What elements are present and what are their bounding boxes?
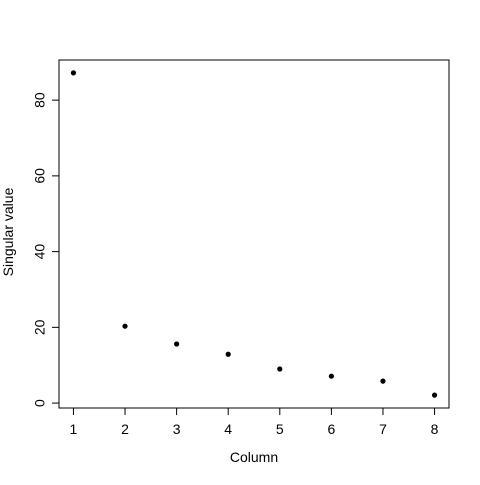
y-tick-label: 0	[32, 399, 48, 407]
x-tick-label: 2	[121, 421, 129, 437]
y-tick-label: 60	[32, 168, 48, 184]
data-point	[328, 373, 334, 379]
x-axis-title: Column	[230, 449, 278, 465]
data-point	[70, 70, 77, 76]
x-tick-label: 1	[70, 421, 78, 437]
data-point	[225, 351, 231, 357]
y-tick-label: 40	[32, 244, 48, 260]
data-point	[380, 378, 386, 384]
y-axis-title: Singular value	[0, 187, 16, 276]
x-tick-label: 7	[379, 421, 387, 437]
x-tick-label: 5	[276, 421, 284, 437]
data-points	[70, 70, 438, 398]
data-point	[174, 341, 180, 347]
x-tick-label: 3	[173, 421, 181, 437]
data-point	[277, 366, 283, 372]
x-axis: 1 2 3 4 5 6 7 8	[70, 407, 439, 437]
x-tick-label: 4	[224, 421, 232, 437]
x-tick-label: 8	[431, 421, 439, 437]
data-point	[431, 392, 438, 398]
x-tick-label: 6	[327, 421, 335, 437]
data-point	[122, 323, 128, 329]
y-tick-label: 80	[32, 92, 48, 108]
y-tick-label: 20	[32, 319, 48, 335]
y-axis: 0 20 40 60 80	[32, 92, 60, 407]
